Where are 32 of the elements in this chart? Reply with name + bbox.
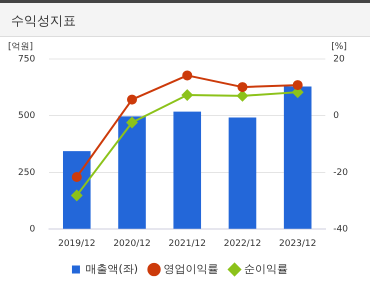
y-tick-label: 750 — [18, 54, 36, 64]
point — [292, 80, 303, 90]
bar — [118, 116, 146, 229]
point — [237, 82, 248, 92]
x-tick-label: 2022/12 — [224, 238, 262, 249]
point — [182, 70, 192, 80]
point — [127, 94, 138, 105]
x-tick-label: 2020/12 — [113, 238, 151, 249]
chart-title: 수익성지표 — [11, 13, 76, 30]
y2-axis-title: [%] — [331, 42, 347, 52]
point — [182, 90, 193, 101]
point — [126, 117, 138, 128]
bar — [228, 118, 256, 229]
bar — [284, 86, 312, 229]
x-tick-label: 2023/12 — [278, 238, 316, 249]
point — [71, 190, 82, 201]
legend-label: 순이익률 — [244, 262, 288, 276]
y2-tick-label: 20 — [333, 54, 346, 64]
y2-tick-label: 0 — [333, 111, 340, 122]
y-tick-label: 250 — [18, 168, 36, 178]
bar — [173, 112, 202, 229]
legend-label: 영업이익률 — [164, 262, 219, 276]
y2-tick-label: -20 — [333, 168, 348, 178]
point — [236, 90, 248, 102]
x-tick-label: 2021/12 — [168, 238, 206, 249]
y-tick-label: 0 — [29, 224, 36, 235]
point — [72, 172, 82, 182]
y2-tick-label: -40 — [333, 224, 348, 235]
y-tick-label: 500 — [18, 111, 36, 122]
x-tick-label: 2019/12 — [58, 238, 96, 249]
legend-label: 매출액(좌) — [85, 262, 138, 276]
y-axis-title: [억원] — [8, 42, 34, 52]
